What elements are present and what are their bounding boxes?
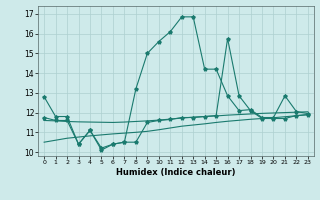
X-axis label: Humidex (Indice chaleur): Humidex (Indice chaleur) xyxy=(116,168,236,177)
